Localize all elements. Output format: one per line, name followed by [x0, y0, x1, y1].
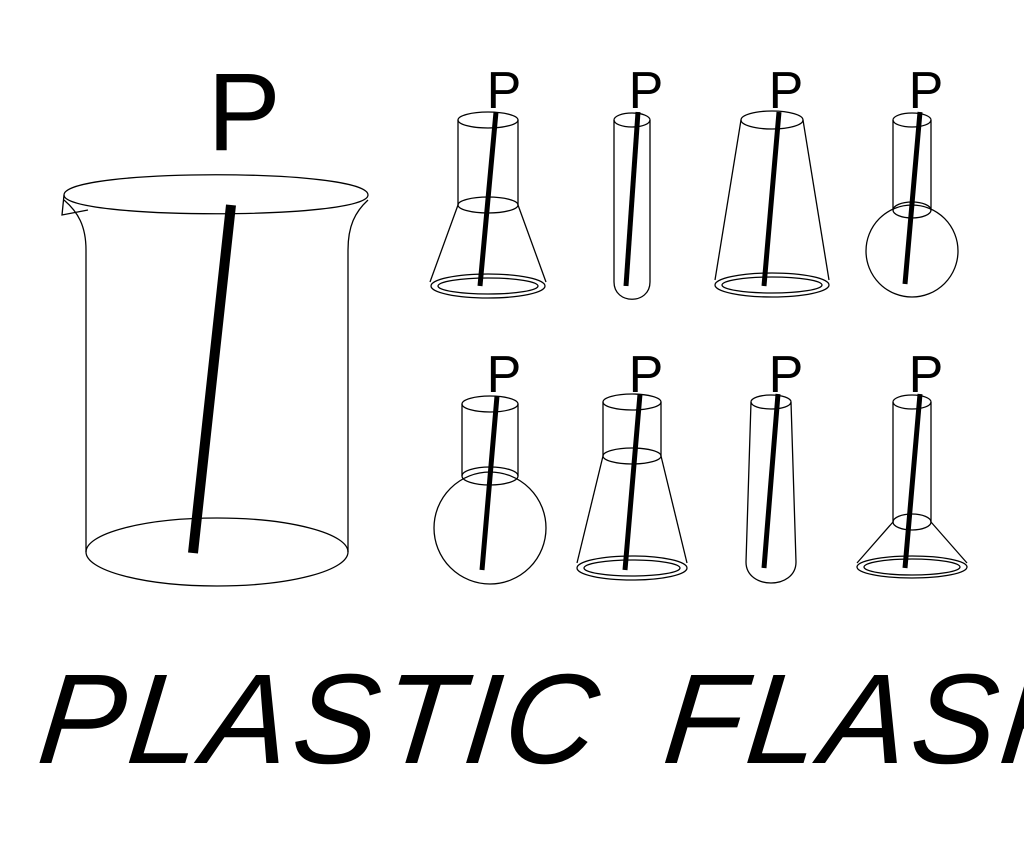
round-flask-glyph: P: [909, 62, 944, 120]
funnel-flask-icon: P: [856, 346, 968, 579]
large-round-flask-icon: P: [433, 346, 547, 585]
tube-glyph: P: [629, 62, 664, 120]
test-tube-icon: P: [613, 62, 664, 300]
funnel-glyph: P: [909, 346, 944, 404]
tapered-tube-icon: P: [745, 346, 804, 584]
flask-glyph-2: P: [629, 346, 664, 404]
erlenmeyer-flask-icon: P: [429, 62, 547, 299]
logo-glyph: P: [207, 51, 280, 174]
erlenmeyer-flask-icon: P: [576, 346, 688, 581]
tapered-beaker-icon: P: [714, 62, 830, 298]
beaker-icon: P: [61, 51, 369, 587]
brand-word-flask: FLASK: [658, 648, 1024, 791]
brand-wordmark: PLASTIC FLASK: [32, 648, 1024, 791]
beaker-glyph: P: [769, 62, 804, 120]
brand-word-plastic: PLASTIC: [32, 648, 610, 791]
tapered-tube-glyph: P: [769, 346, 804, 404]
large-flask-glyph: P: [487, 346, 522, 404]
flask-glyph: P: [487, 62, 522, 120]
round-bottom-flask-icon: P: [865, 62, 959, 298]
